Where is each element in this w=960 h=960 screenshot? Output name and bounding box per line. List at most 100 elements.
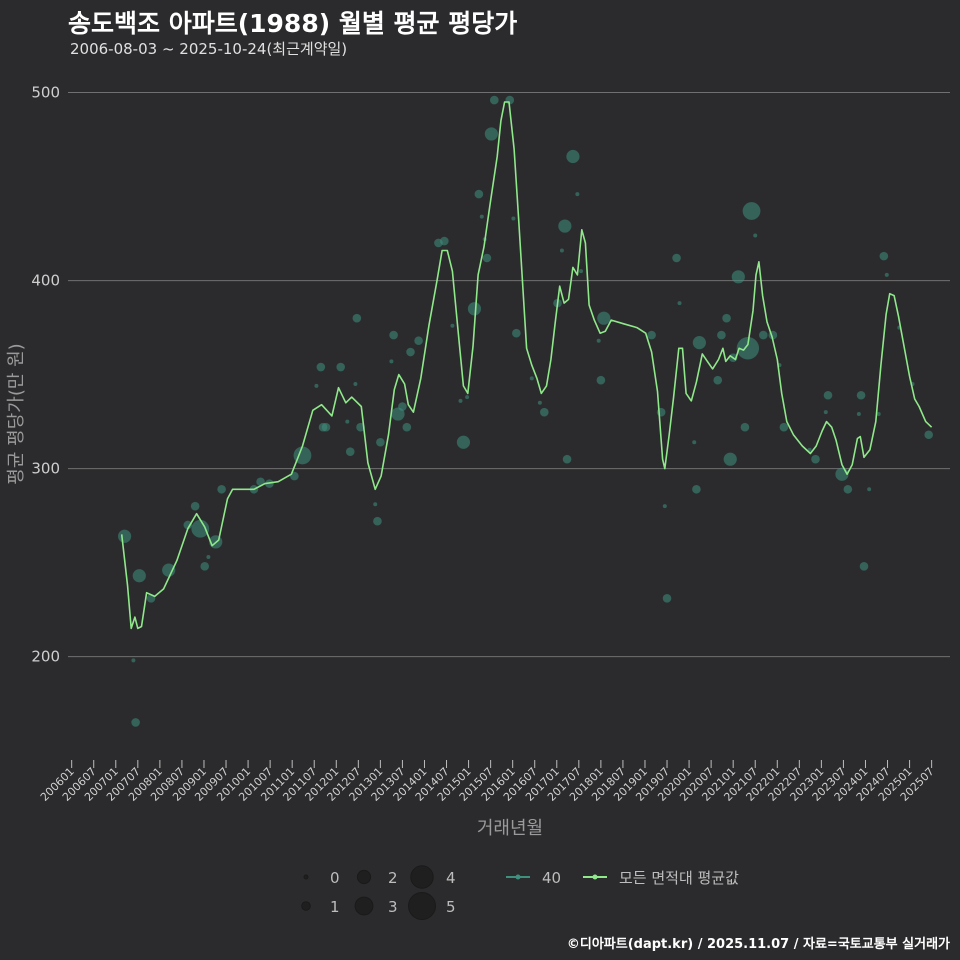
data-point: [597, 311, 611, 325]
legend: 0 1 2 3 4 5 40 모든 면적대 평균값: [301, 865, 739, 920]
y-axis-title: 평균 평당가(만 원): [6, 343, 27, 484]
data-point: [376, 437, 385, 447]
data-point: [672, 253, 681, 263]
data-point: [345, 447, 355, 456]
data-point: [717, 330, 726, 340]
source-credit: ©디아파트(dapt.kr) / 2025.11.07 / 자료=국토교통부 실…: [566, 937, 950, 952]
legend-size-label: 5: [446, 898, 456, 916]
data-point: [779, 422, 789, 432]
data-point: [662, 504, 667, 509]
data-point: [373, 502, 378, 507]
data-point: [200, 562, 210, 571]
data-point: [859, 562, 869, 571]
legend-size-circle: [301, 901, 311, 911]
data-point: [811, 454, 820, 464]
data-point: [206, 554, 211, 559]
legend-size-circle: [303, 874, 309, 880]
data-point: [482, 253, 492, 263]
data-point: [512, 328, 521, 338]
data-point: [579, 269, 584, 274]
data-point: [345, 419, 350, 424]
legend-size-label: 2: [388, 869, 398, 887]
average-line-path: [120, 101, 933, 630]
data-point: [740, 422, 750, 432]
y-tick-label: 300: [31, 460, 60, 478]
data-point: [402, 422, 412, 432]
scatter-points: [117, 95, 933, 727]
data-point: [731, 270, 745, 284]
data-point: [736, 337, 760, 360]
data-point: [467, 302, 482, 316]
data-point: [692, 484, 701, 494]
legend-size-label: 0: [330, 869, 340, 887]
x-axis-title: 거래년월: [477, 818, 543, 839]
data-point: [293, 446, 312, 465]
data-point: [440, 236, 449, 246]
data-point: [867, 487, 872, 492]
data-point: [537, 400, 542, 405]
data-point: [723, 452, 737, 466]
data-point: [353, 381, 358, 386]
data-point: [479, 214, 484, 219]
data-point: [843, 484, 853, 494]
legend-size-label: 3: [388, 898, 398, 916]
data-point: [352, 313, 362, 323]
data-point: [398, 402, 407, 411]
legend-dot-swatch: [515, 874, 521, 880]
data-point: [562, 454, 572, 464]
data-point: [884, 272, 889, 277]
legend-series-label: 40: [542, 869, 561, 887]
data-point: [759, 330, 768, 340]
data-point: [662, 594, 672, 603]
data-point: [131, 658, 136, 663]
data-point: [539, 407, 549, 417]
data-point: [856, 412, 861, 417]
data-point: [132, 569, 146, 583]
data-point: [596, 375, 606, 385]
data-point: [190, 501, 200, 511]
data-point: [391, 407, 405, 421]
data-point: [465, 395, 470, 400]
data-point: [575, 192, 580, 197]
y-tick-label: 400: [31, 272, 60, 290]
data-point: [191, 519, 210, 538]
data-point: [458, 398, 463, 403]
data-point: [314, 383, 319, 388]
data-point: [456, 435, 471, 449]
legend-dot-swatch: [592, 874, 598, 880]
data-point: [414, 336, 423, 346]
chart-subtitle: 2006-08-03 ~ 2025-10-24(최근계약일): [70, 40, 348, 58]
data-point: [490, 95, 499, 105]
data-point: [596, 338, 601, 343]
data-point: [753, 233, 758, 238]
data-point: [474, 189, 484, 199]
x-axis-ticks: 2006012006072007012007072008012008072009…: [38, 760, 937, 804]
data-point: [336, 362, 345, 372]
data-point: [117, 529, 132, 543]
data-point: [484, 127, 498, 141]
data-point: [924, 430, 933, 440]
data-point: [879, 251, 889, 261]
data-point: [406, 347, 415, 357]
data-point: [823, 410, 828, 415]
data-point: [162, 563, 176, 577]
data-point: [559, 248, 564, 253]
data-point: [183, 520, 193, 530]
chart-title: 송도백조 아파트(1988) 월별 평균 평당가: [68, 9, 518, 38]
data-point: [692, 336, 706, 350]
y-tick-label: 200: [31, 648, 60, 666]
data-point: [529, 376, 534, 381]
legend-size-circle: [408, 892, 436, 920]
data-point: [373, 516, 382, 526]
data-point: [389, 359, 394, 364]
data-point: [677, 301, 682, 306]
legend-size-label: 4: [446, 869, 456, 887]
average-line: [120, 101, 933, 630]
data-point: [647, 330, 656, 340]
data-point: [566, 149, 580, 164]
data-point: [316, 362, 326, 372]
legend-size-circle: [354, 896, 374, 916]
data-point: [692, 440, 697, 445]
data-point: [131, 718, 140, 727]
